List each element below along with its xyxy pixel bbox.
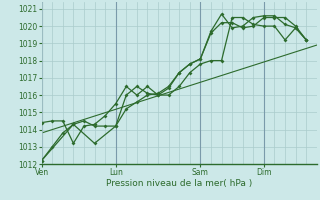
X-axis label: Pression niveau de la mer( hPa ): Pression niveau de la mer( hPa ) [106,179,252,188]
